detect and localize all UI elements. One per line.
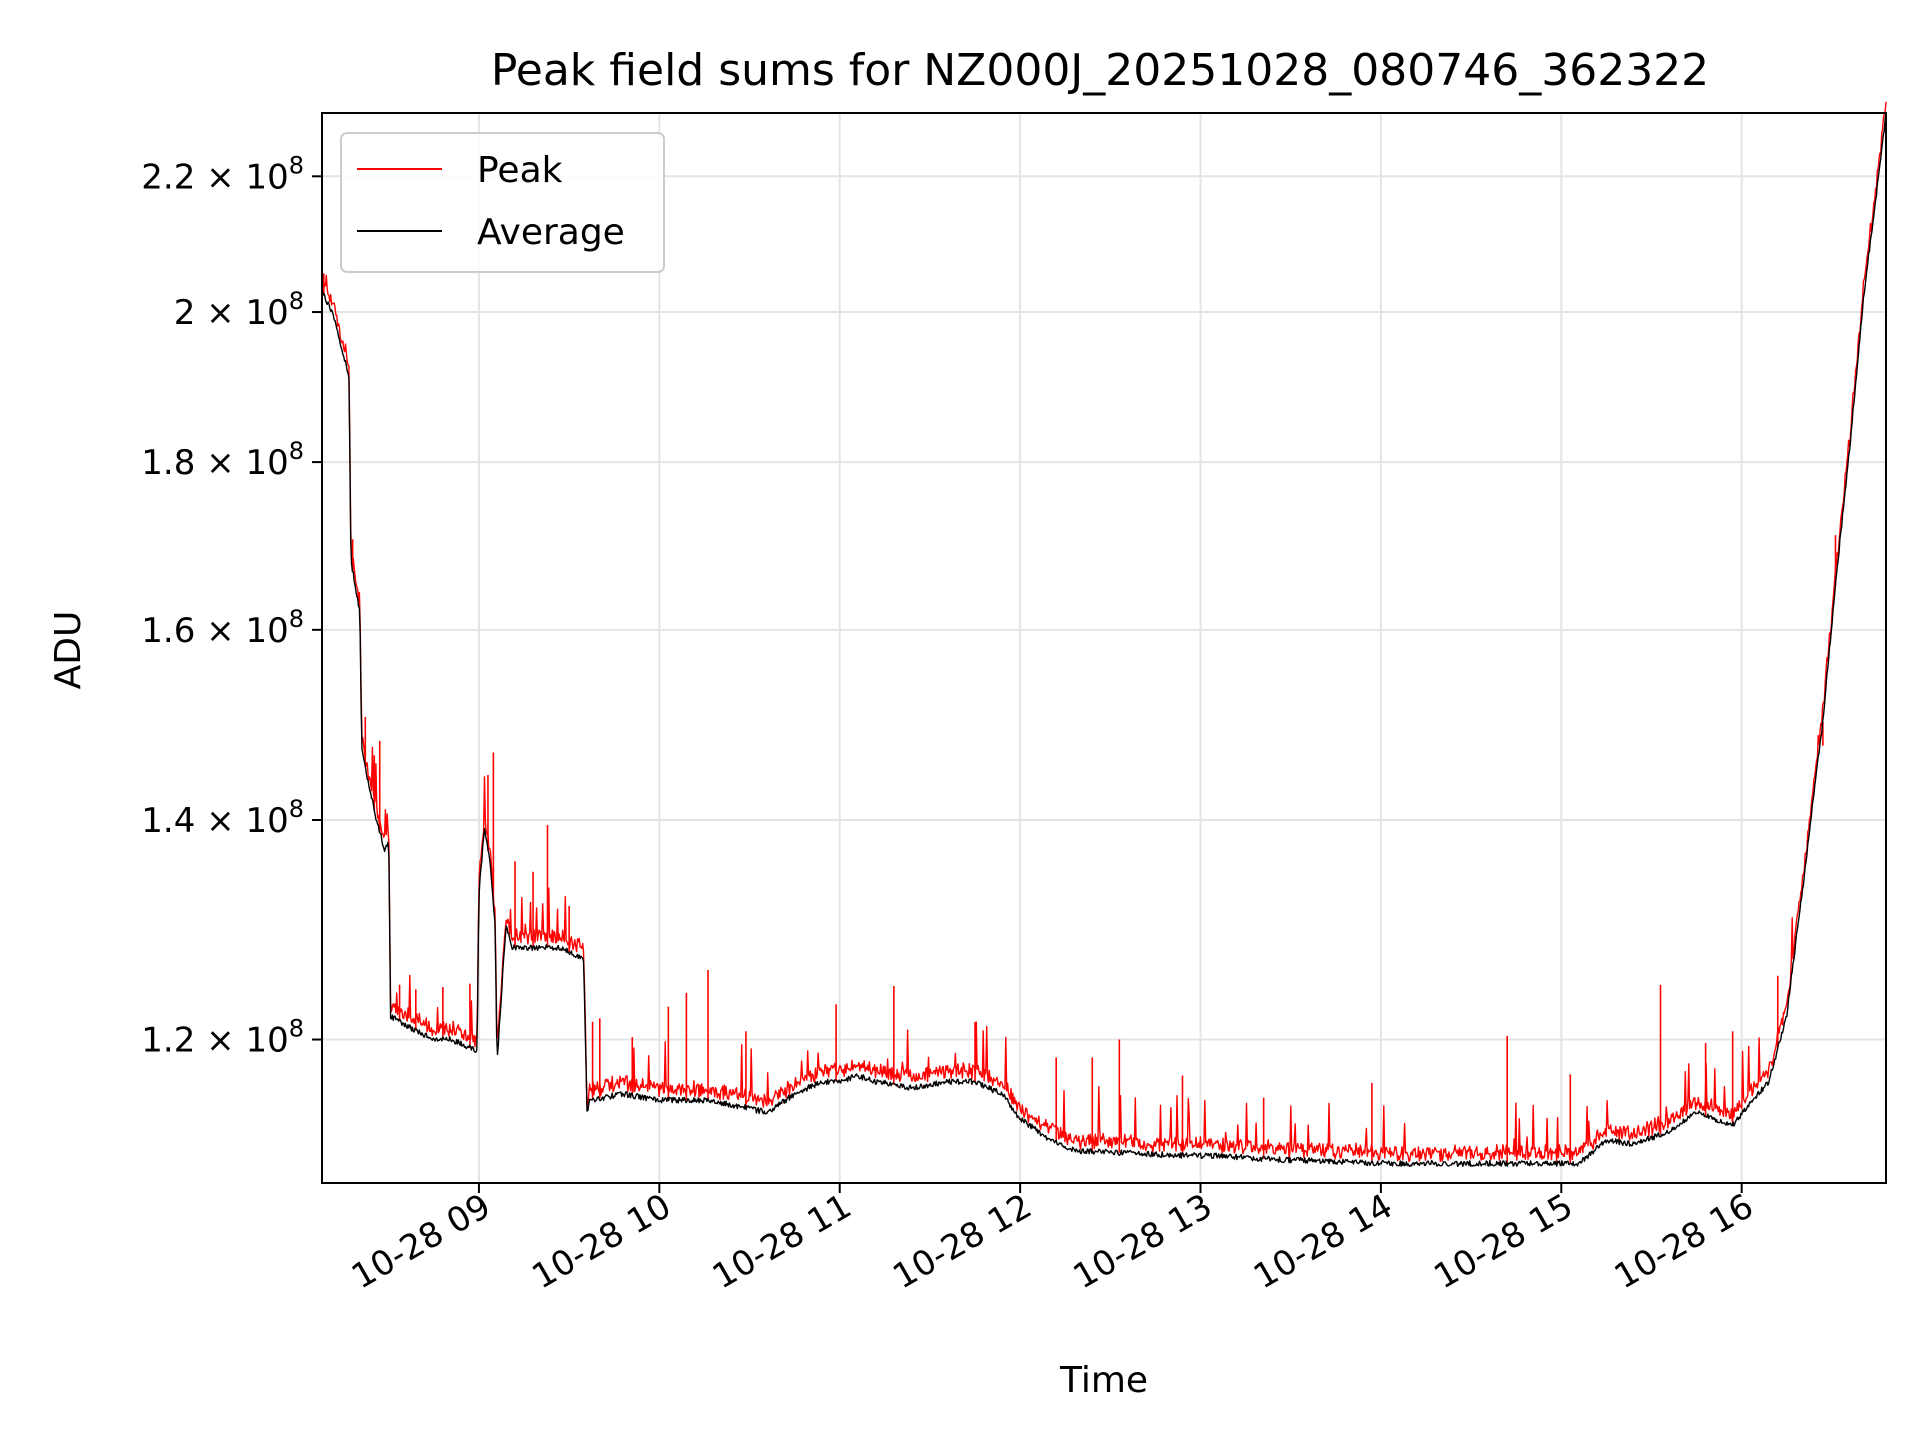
y-axis-label: ADU (48, 611, 89, 690)
series-line-peak (321, 101, 1887, 1163)
legend-label-peak: Peak (477, 150, 563, 191)
y-tick-label: 1.6 × 108 (141, 605, 304, 651)
series-line-average (321, 112, 1887, 1168)
plot-area (322, 113, 1886, 1183)
y-tick-label: 2.2 × 108 (141, 151, 304, 197)
y-tick-label: 1.8 × 108 (141, 437, 304, 483)
legend-label-average: Average (477, 212, 625, 253)
legend: Peak Average (340, 132, 665, 273)
series-lines (321, 101, 1887, 1168)
y-tick-label: 1.2 × 108 (141, 1015, 304, 1061)
plot-frame (321, 112, 1887, 1184)
chart-title: Peak field sums for NZ000J_20251028_0807… (491, 45, 1709, 96)
legend-box (340, 132, 665, 273)
y-tick-label: 1.4 × 108 (141, 795, 304, 841)
x-axis-label: Time (1059, 1360, 1148, 1401)
y-axis: 1.2 × 108 1.4 × 108 1.6 × 108 1.8 × 108 2 × … (141, 151, 322, 1061)
y-tick-label: 2 × 108 (174, 287, 304, 333)
grid (322, 113, 1886, 1183)
